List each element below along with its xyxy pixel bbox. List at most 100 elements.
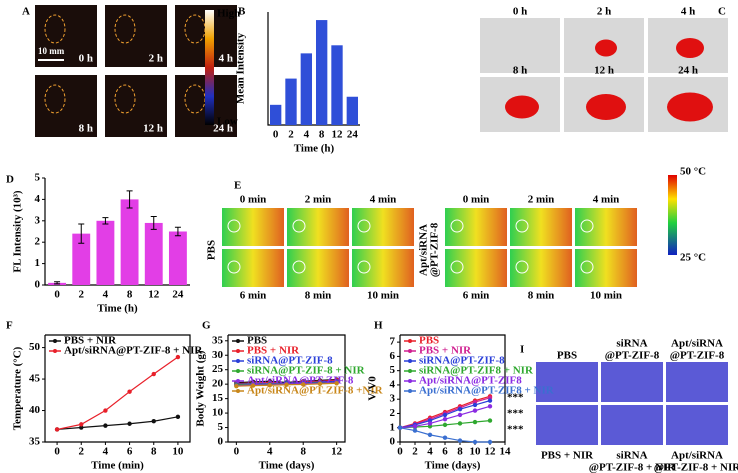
x-tick-label: 2 [288,129,294,141]
y-tick-label: 50 [29,341,41,353]
axes [44,334,191,443]
bar [72,233,91,285]
point [487,418,493,423]
bar [269,104,282,125]
error-bar [126,190,133,209]
y-tick-label: 10 [212,407,224,419]
image-tile [575,208,637,246]
y-tick-label: 7 [390,336,396,348]
y-tick-label: 15 [212,392,224,404]
point [151,371,156,377]
x-tick-label: 0 [54,446,60,458]
panel-letter: G [202,320,211,332]
roi [114,14,136,44]
y-tick-label: 4 [35,193,41,205]
point [175,414,181,420]
point [457,406,463,412]
x-tick-label: 24 [347,129,359,141]
point [427,432,433,438]
error-bar [150,216,157,230]
signal [676,38,704,58]
bar [144,222,163,285]
panel-letter: E [234,180,241,192]
x-tick-label: 10 [470,446,482,458]
point [127,389,132,394]
panel-letter: D [6,174,14,186]
scale-bar-label: 10 mm [38,46,65,56]
point [457,421,463,426]
group-label: @PT-ZIF-8 [429,222,441,277]
frame-label: 8 h [513,65,527,77]
legend-marker [408,349,412,353]
bar [285,78,297,125]
frame-label: 4 h [219,53,233,65]
panel-letter: I [520,344,524,356]
image-tile [575,249,637,287]
y-tick-label: 5 [35,172,41,184]
point [234,383,239,389]
panel-letter: C [718,6,726,18]
legend-label: PBS + NIR [247,345,300,357]
frame-label: 4 min [370,194,397,206]
group-label: @PT-ZIF-8 [670,350,725,362]
x-tick-label: 12 [331,446,343,458]
image-tile [601,405,663,445]
frame-label: 12 h [594,65,614,77]
group-label: Apt/siRNA [671,338,723,350]
colorbar [205,10,214,125]
y-tick-label: 3 [35,214,41,226]
point [487,398,493,403]
y-tick-label: 5 [218,421,224,433]
point [79,425,84,430]
y-axis-label: Temperature (°C) [12,346,24,430]
point [284,382,289,387]
point [317,381,323,387]
y-tick-label: 35 [212,334,224,346]
axes [44,178,190,286]
line [57,416,179,431]
x-tick-label: 0 [234,446,240,458]
colorbar-label: 25 °C [680,252,706,264]
x-tick-label: 14 [500,446,512,458]
image-tile [536,362,598,402]
y-tick-label: 0 [218,436,224,448]
x-tick-label: 24 [172,289,184,301]
x-tick-label: 8 [319,129,325,141]
legend-label: siRNA@PT-ZIF-8 + NIR [247,365,366,377]
group-label: @PT-ZIF-8 + NIR [589,462,676,473]
point [457,412,463,418]
image-tile [666,362,728,402]
legend-marker [236,379,240,383]
frame-label: 0 h [79,53,93,65]
point [151,419,156,424]
bar [300,53,313,125]
group-label: Apt/siRNA [671,450,723,462]
image-tile [287,249,349,287]
frame-label: 10 min [590,290,622,302]
image-tile [105,75,167,137]
panel-letter: A [22,6,30,18]
x-axis-label: Time (min) [91,460,144,472]
x-tick-label: 6 [127,446,133,458]
y-tick-label: 45 [29,373,41,385]
legend-marker [236,349,240,353]
point [175,354,181,360]
y-axis-label: FL Intensity (10³) [12,190,24,272]
x-tick-label: 8 [127,289,133,301]
point [79,422,84,427]
error-bar [102,217,109,225]
point [54,427,60,432]
x-tick-label: 2 [79,446,85,458]
point [472,419,478,425]
image-tile [105,5,167,67]
point [472,408,478,413]
frame-label: 2 h [149,53,163,65]
error-bar [174,226,181,237]
roi [227,260,241,274]
x-tick-label: 8 [457,446,463,458]
x-axis-label: Time (h) [294,143,335,155]
group-label: @PT-ZIF-8 [605,350,660,362]
point [442,412,448,418]
image-tile [445,208,507,246]
y-tick-label: 20 [212,378,224,390]
